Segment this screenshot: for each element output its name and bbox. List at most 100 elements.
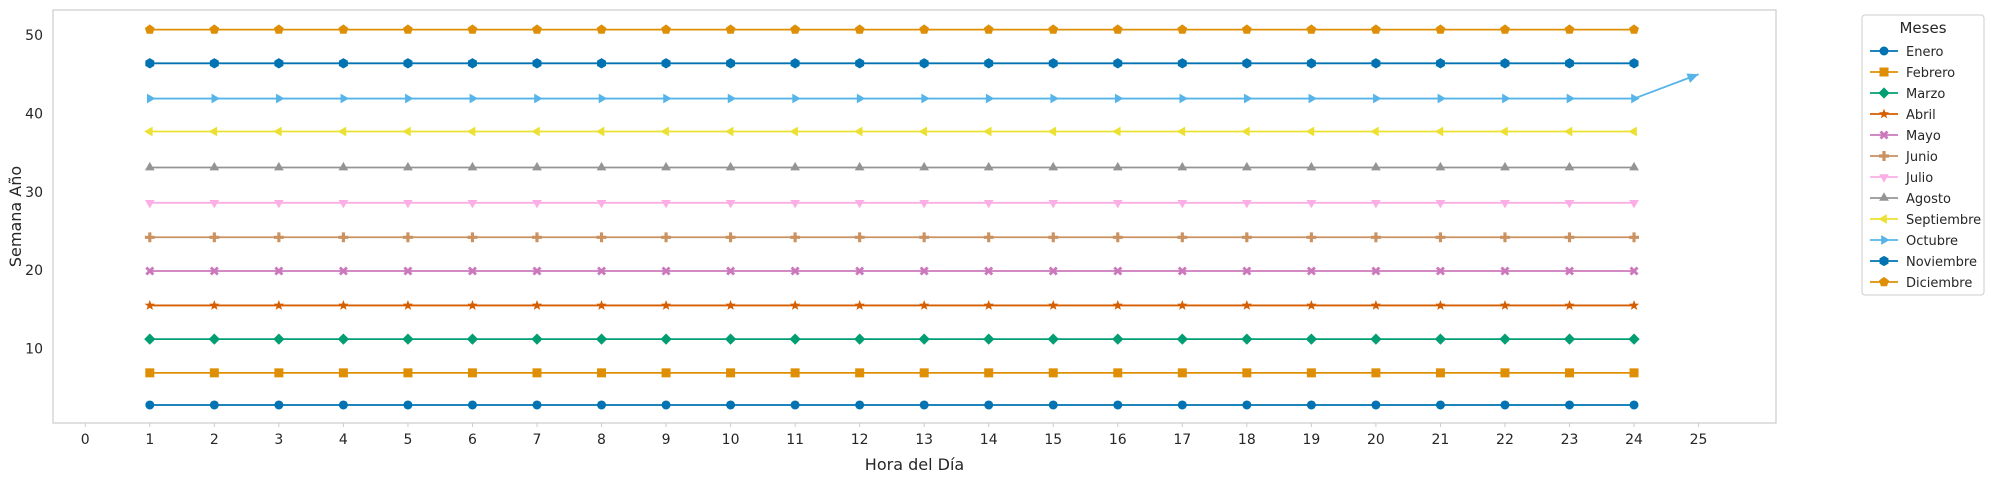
data-point — [1435, 24, 1446, 34]
x-tick-label: 0 — [81, 432, 90, 448]
data-point — [983, 300, 994, 310]
legend-item-julio: Julio — [1870, 171, 1933, 186]
data-point — [983, 232, 994, 243]
data-point — [1048, 58, 1058, 69]
data-point — [337, 126, 347, 137]
data-point — [790, 368, 800, 378]
data-point — [1047, 333, 1059, 345]
data-point — [661, 199, 671, 209]
data-point — [1629, 266, 1639, 276]
series-mayo — [145, 266, 1639, 276]
data-point — [984, 368, 994, 378]
data-point — [211, 93, 220, 104]
data-point — [854, 24, 865, 34]
x-tick-label: 12 — [851, 432, 869, 448]
x-tick-label: 17 — [1173, 432, 1191, 448]
data-point — [1112, 24, 1123, 34]
data-point — [1502, 93, 1511, 104]
legend-marker — [1879, 174, 1889, 183]
data-point — [985, 93, 995, 104]
data-point — [531, 126, 540, 137]
data-point — [467, 161, 478, 171]
legend-label: Julio — [1905, 171, 1933, 186]
data-point — [661, 232, 671, 243]
data-point — [1629, 232, 1639, 243]
data-point — [405, 93, 414, 104]
data-point — [1176, 333, 1188, 345]
data-point — [919, 58, 929, 69]
data-point — [532, 24, 542, 34]
data-point — [531, 333, 543, 345]
data-point — [1499, 300, 1511, 310]
data-point — [1241, 126, 1250, 137]
data-point — [532, 368, 542, 378]
data-point — [145, 368, 155, 378]
data-point — [1370, 232, 1381, 243]
data-point — [725, 232, 736, 243]
data-point — [1113, 368, 1123, 378]
data-point — [1434, 126, 1444, 137]
data-point — [466, 126, 476, 137]
data-point — [338, 24, 349, 34]
data-point — [1242, 368, 1252, 378]
data-point — [1500, 400, 1510, 410]
legend-label: Junio — [1905, 150, 1938, 165]
data-point — [144, 24, 155, 34]
data-point — [596, 199, 607, 209]
legend-label: Noviembre — [1906, 255, 1977, 270]
data-point — [209, 161, 220, 171]
data-point — [1500, 161, 1510, 171]
legend-frame — [1861, 14, 1985, 296]
data-point — [1048, 199, 1059, 209]
data-point — [918, 126, 927, 137]
data-point — [209, 24, 220, 34]
data-point — [1112, 161, 1123, 171]
legend-marker — [1878, 87, 1890, 99]
data-point — [1177, 266, 1187, 276]
data-point — [532, 266, 542, 276]
data-point — [1241, 232, 1252, 243]
x-tick-label: 25 — [1690, 432, 1708, 448]
data-point — [596, 161, 607, 171]
legend-marker — [1879, 130, 1889, 140]
series-noviembre — [145, 58, 1639, 69]
data-point — [855, 368, 865, 378]
data-point — [1177, 368, 1187, 378]
x-tick-label: 13 — [915, 432, 933, 448]
y-tick-label: 30 — [25, 185, 43, 201]
data-point — [790, 199, 800, 209]
data-point — [983, 126, 992, 137]
data-point — [532, 232, 542, 243]
data-point — [208, 126, 218, 137]
data-point — [918, 333, 930, 345]
data-point — [1241, 199, 1252, 209]
x-tick-label: 7 — [533, 432, 542, 448]
legend-label: Diciembre — [1906, 276, 1972, 291]
series-julio — [144, 199, 1639, 209]
data-point — [1628, 300, 1640, 310]
data-point — [790, 161, 800, 171]
data-point — [1629, 400, 1639, 410]
legend-label: Enero — [1906, 45, 1944, 60]
data-point — [144, 300, 155, 310]
data-point — [1564, 400, 1574, 410]
data-point — [1113, 266, 1123, 276]
data-point — [919, 400, 929, 410]
data-point — [273, 333, 285, 345]
data-point — [726, 58, 736, 69]
data-point — [467, 232, 478, 243]
y-tick-label: 20 — [25, 263, 43, 279]
data-point — [1048, 24, 1059, 34]
legend-marker — [1878, 214, 1887, 224]
data-point — [1177, 199, 1188, 209]
legend-label: Septiembre — [1906, 213, 1981, 228]
data-point — [919, 161, 930, 171]
legend-marker — [1879, 151, 1889, 161]
data-point — [273, 199, 284, 209]
y-tick-label: 10 — [25, 342, 43, 358]
data-point — [469, 93, 479, 104]
data-point — [467, 199, 478, 209]
data-point — [983, 333, 995, 345]
data-point — [1305, 333, 1317, 345]
data-point — [919, 368, 929, 378]
